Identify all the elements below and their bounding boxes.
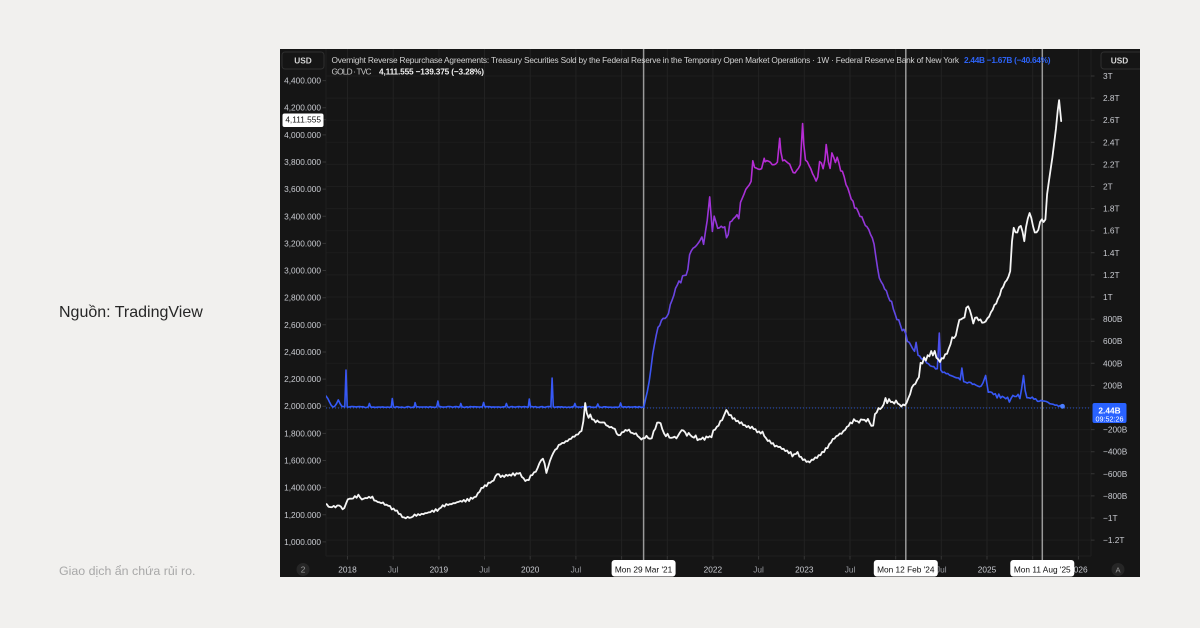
svg-text:4,111.555 −139.375 (−3.28%): 4,111.555 −139.375 (−3.28%) <box>379 66 484 76</box>
svg-text:4,200.000: 4,200.000 <box>284 103 321 113</box>
svg-text:1,800.000: 1,800.000 <box>284 428 321 438</box>
svg-text:GOLD · TVC: GOLD · TVC <box>332 66 372 76</box>
svg-text:2.44B −1.67B (−40.64%): 2.44B −1.67B (−40.64%) <box>964 55 1051 65</box>
svg-text:2025: 2025 <box>978 565 997 575</box>
svg-text:3,600.000: 3,600.000 <box>284 184 321 194</box>
svg-text:4,111.555: 4,111.555 <box>285 115 321 125</box>
svg-text:2018: 2018 <box>338 565 357 575</box>
svg-text:2,200.000: 2,200.000 <box>284 374 321 384</box>
svg-text:Jul: Jul <box>388 565 399 575</box>
svg-text:Jul: Jul <box>936 565 947 575</box>
svg-text:2020: 2020 <box>521 565 540 575</box>
svg-text:USD: USD <box>1111 56 1129 66</box>
svg-text:3,400.000: 3,400.000 <box>284 211 321 221</box>
svg-text:1.6T: 1.6T <box>1103 226 1120 236</box>
svg-text:09:52:26: 09:52:26 <box>1096 415 1124 424</box>
svg-text:Mon 29 Mar '21: Mon 29 Mar '21 <box>615 565 673 575</box>
svg-text:Mon 11 Aug '25: Mon 11 Aug '25 <box>1014 565 1071 575</box>
svg-text:4,400.000: 4,400.000 <box>284 76 321 86</box>
svg-text:1,200.000: 1,200.000 <box>284 510 321 520</box>
svg-text:2T: 2T <box>1103 182 1113 192</box>
svg-text:1.8T: 1.8T <box>1103 204 1120 214</box>
svg-text:200B: 200B <box>1103 380 1123 390</box>
svg-text:1,600.000: 1,600.000 <box>284 456 321 466</box>
svg-text:2.6T: 2.6T <box>1103 115 1120 125</box>
svg-text:3T: 3T <box>1103 71 1113 81</box>
svg-text:2.2T: 2.2T <box>1103 159 1120 169</box>
svg-text:A: A <box>1115 565 1121 574</box>
svg-text:600B: 600B <box>1103 336 1123 346</box>
svg-text:1.2T: 1.2T <box>1103 270 1120 280</box>
svg-text:Mon 12 Feb '24: Mon 12 Feb '24 <box>877 565 935 575</box>
svg-text:2,400.000: 2,400.000 <box>284 347 321 357</box>
svg-text:Jul: Jul <box>753 565 764 575</box>
svg-text:2,600.000: 2,600.000 <box>284 320 321 330</box>
svg-text:2.44B: 2.44B <box>1098 406 1120 416</box>
svg-text:−600B: −600B <box>1103 469 1128 479</box>
svg-text:2: 2 <box>301 565 306 575</box>
svg-text:3,000.000: 3,000.000 <box>284 266 321 276</box>
svg-text:USD: USD <box>294 56 312 66</box>
svg-text:2022: 2022 <box>704 565 723 575</box>
svg-text:2019: 2019 <box>430 565 449 575</box>
svg-text:800B: 800B <box>1103 314 1123 324</box>
svg-text:1.4T: 1.4T <box>1103 248 1120 258</box>
svg-text:4,000.000: 4,000.000 <box>284 130 321 140</box>
svg-text:2.8T: 2.8T <box>1103 93 1120 103</box>
svg-text:2,800.000: 2,800.000 <box>284 293 321 303</box>
svg-text:1,400.000: 1,400.000 <box>284 483 321 493</box>
svg-text:3,200.000: 3,200.000 <box>284 238 321 248</box>
svg-text:Jul: Jul <box>845 565 856 575</box>
svg-text:Jul: Jul <box>571 565 582 575</box>
svg-text:−400B: −400B <box>1103 447 1128 457</box>
svg-text:2,000.000: 2,000.000 <box>284 401 321 411</box>
svg-text:2.4T: 2.4T <box>1103 137 1120 147</box>
svg-text:400B: 400B <box>1103 358 1123 368</box>
svg-text:−1T: −1T <box>1103 513 1118 523</box>
svg-text:−800B: −800B <box>1103 491 1128 501</box>
svg-text:2026: 2026 <box>1069 565 1088 575</box>
svg-text:−1.2T: −1.2T <box>1103 535 1124 545</box>
svg-text:1,000.000: 1,000.000 <box>284 537 321 547</box>
svg-text:3,800.000: 3,800.000 <box>284 157 321 167</box>
svg-text:Overnight Reverse Repurchase A: Overnight Reverse Repurchase Agreements:… <box>332 55 960 65</box>
svg-text:Jul: Jul <box>479 565 490 575</box>
svg-text:−200B: −200B <box>1103 425 1128 435</box>
svg-text:2023: 2023 <box>795 565 814 575</box>
svg-text:1T: 1T <box>1103 292 1113 302</box>
